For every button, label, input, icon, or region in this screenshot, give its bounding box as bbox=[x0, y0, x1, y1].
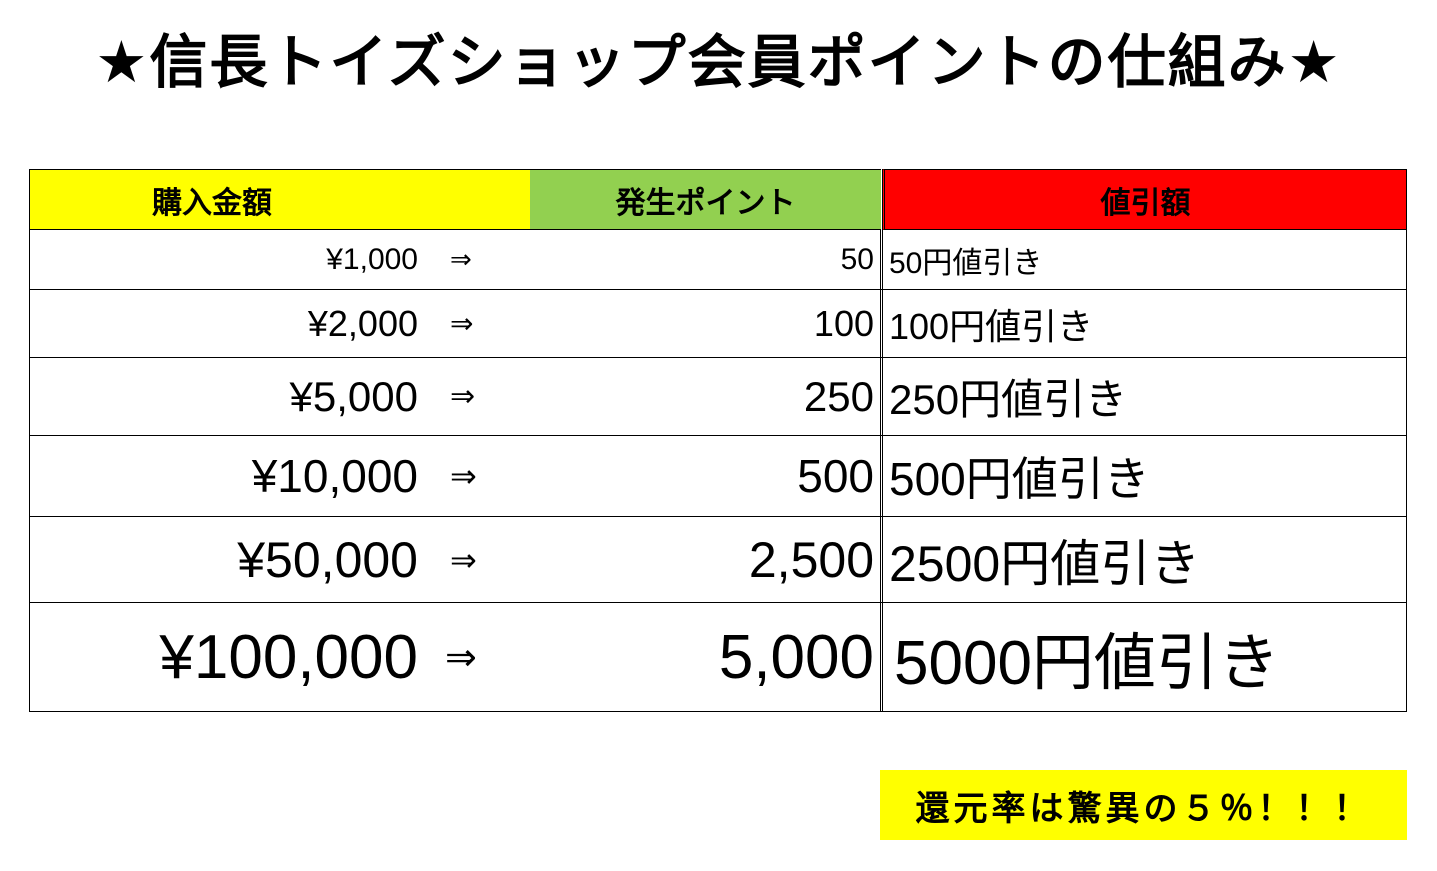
page-title: ★信長トイズショップ会員ポイントの仕組み★ bbox=[95, 28, 1342, 96]
discount-cell: 250円値引き bbox=[889, 376, 1128, 423]
points-cell: 2,500 bbox=[748, 531, 874, 588]
arrow-icon: ⇒ bbox=[450, 458, 477, 494]
column-divider bbox=[880, 517, 883, 602]
purchase-amount-cell: ¥50,000 bbox=[237, 531, 418, 588]
points-cell: 500 bbox=[797, 450, 874, 502]
header-points-earned: 発生ポイント bbox=[530, 169, 881, 230]
points-cell: 250 bbox=[803, 372, 874, 420]
return-rate-callout: 還元率は驚異の５％！！！ bbox=[880, 770, 1407, 840]
purchase-amount-cell: ¥5,000 bbox=[289, 372, 418, 420]
arrow-icon: ⇒ bbox=[445, 636, 477, 679]
table-row: ¥100,000 ⇒ 5,000 5000円値引き bbox=[29, 603, 1407, 712]
points-table: 購入金額 発生ポイント 値引額 ¥1,000 ⇒ 50 50円値引き ¥2,00… bbox=[29, 169, 1407, 712]
discount-cell: 100円値引き bbox=[889, 305, 1094, 347]
column-divider bbox=[880, 230, 883, 289]
arrow-icon: ⇒ bbox=[450, 244, 472, 274]
discount-cell: 500円値引き bbox=[889, 453, 1150, 505]
purchase-amount-cell: ¥1,000 bbox=[326, 242, 418, 276]
discount-cell: 5000円値引き bbox=[894, 629, 1280, 698]
table-row: ¥10,000 ⇒ 500 500円値引き bbox=[29, 436, 1407, 517]
table-row: ¥5,000 ⇒ 250 250円値引き bbox=[29, 358, 1407, 436]
discount-cell: 2500円値引き bbox=[889, 535, 1201, 592]
table-row: ¥50,000 ⇒ 2,500 2500円値引き bbox=[29, 517, 1407, 603]
column-divider bbox=[880, 358, 883, 435]
column-divider bbox=[880, 603, 883, 711]
purchase-amount-cell: ¥2,000 bbox=[307, 302, 418, 344]
purchase-amount-cell: ¥10,000 bbox=[251, 450, 418, 502]
discount-cell: 50円値引き bbox=[889, 246, 1043, 280]
column-divider bbox=[880, 436, 883, 516]
arrow-icon: ⇒ bbox=[450, 308, 474, 339]
header-purchase-amount: 購入金額 bbox=[29, 169, 530, 230]
arrow-icon: ⇒ bbox=[450, 380, 476, 413]
arrow-icon: ⇒ bbox=[450, 541, 477, 578]
column-divider bbox=[880, 290, 883, 357]
points-cell: 5,000 bbox=[718, 622, 874, 692]
points-cell: 100 bbox=[813, 302, 874, 344]
table-row: ¥2,000 ⇒ 100 100円値引き bbox=[29, 290, 1407, 358]
table-row: ¥1,000 ⇒ 50 50円値引き bbox=[29, 230, 1407, 290]
header-discount: 値引額 bbox=[882, 169, 1407, 230]
purchase-amount-cell: ¥100,000 bbox=[159, 622, 418, 692]
points-cell: 50 bbox=[840, 242, 874, 276]
